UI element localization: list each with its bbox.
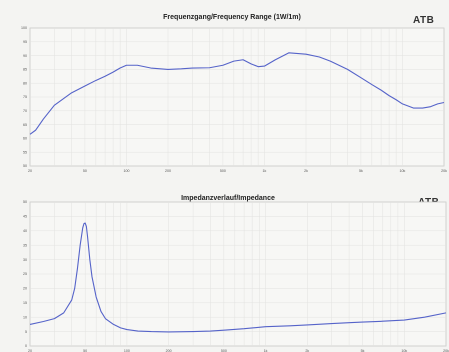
x-tick-label: 20k [441,169,447,173]
x-tick-label: 200 [166,349,172,352]
x-tick-label: 500 [220,169,226,173]
y-tick-label: 25 [23,272,27,276]
x-tick-label: 50 [83,169,87,173]
frequency-response-panel: Frequenzgang/Frequency Range (1W/1m) ATB… [21,14,447,173]
y-tick-label: 80 [23,81,27,85]
frequency-brand-label: ATB [413,15,435,26]
y-tick-label: 95 [23,40,27,44]
y-tick-label: 20 [23,287,27,291]
y-tick-label: 50 [23,164,27,168]
x-tick-label: 100 [123,169,129,173]
y-tick-label: 0 [25,344,27,348]
impedance-panel: Impedanzverlauf/Impedance ATB 5045403530… [0,188,449,352]
x-tick-label: 10k [400,169,406,173]
x-tick-label: 200 [165,169,171,173]
y-tick-label: 70 [23,109,27,113]
y-tick-label: 30 [23,258,27,262]
series-line [29,222,447,333]
x-tick-label: 20 [28,349,32,352]
y-tick-label: 90 [23,54,27,58]
y-tick-label: 60 [23,137,27,141]
y-tick-label: 45 [23,215,27,219]
y-tick-label: 40 [23,229,27,233]
x-tick-label: 500 [221,349,227,352]
x-tick-label: 100 [124,349,130,352]
x-tick-label: 1k [264,349,268,352]
y-tick-label: 85 [23,68,27,72]
y-tick-label: 5 [25,330,27,334]
x-tick-label: 50 [83,349,87,352]
x-tick-label: 20k [443,349,449,352]
x-tick-label: 10k [401,349,407,352]
y-tick-label: 10 [23,315,27,319]
x-tick-label: 5k [359,169,363,173]
frequency-chart-title: Frequenzgang/Frequency Range (1W/1m) [163,14,301,21]
x-tick-label: 20 [28,169,32,173]
y-tick-label: 15 [23,301,27,305]
y-tick-label: 55 [23,150,27,154]
x-tick-label: 1k [263,169,267,173]
y-tick-label: 50 [23,200,27,204]
y-tick-label: 75 [23,95,27,99]
series-line [29,52,445,135]
x-tick-label: 2k [304,169,308,173]
impedance-chart-title: Impedanzverlauf/Impedance [181,195,275,202]
x-tick-label: 2k [305,349,309,352]
y-tick-label: 65 [23,123,27,127]
y-tick-label: 35 [23,243,27,247]
y-tick-label: 100 [21,26,27,30]
x-tick-label: 5k [361,349,365,352]
